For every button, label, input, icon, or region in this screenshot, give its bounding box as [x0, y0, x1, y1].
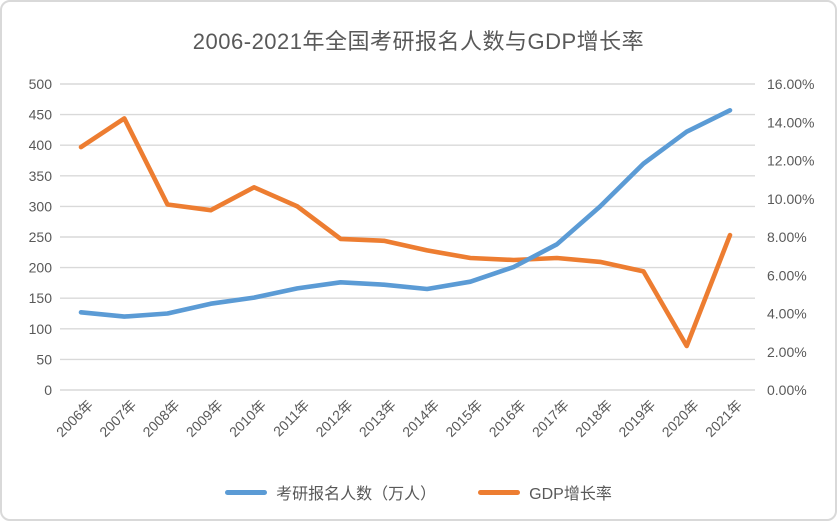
left-axis-tick-label: 300	[29, 198, 53, 214]
right-axis-tick-label: 10.00%	[767, 191, 814, 207]
left-axis-tick-label: 400	[29, 137, 53, 153]
x-axis-tick-label: 2013年	[356, 397, 399, 440]
left-axis-tick-label: 500	[29, 76, 53, 92]
x-axis-tick-label: 2012年	[312, 397, 355, 440]
series-line-gdp	[78, 116, 733, 349]
legend-item-registrations: 考研报名人数（万人）	[225, 480, 436, 504]
x-axis-tick-label: 2007年	[96, 397, 139, 440]
left-axis-tick-label: 450	[29, 107, 53, 123]
right-axis-tick-label: 2.00%	[767, 344, 807, 360]
legend-label-registrations: 考研报名人数（万人）	[276, 486, 437, 503]
legend-label-gdp: GDP增长率	[529, 486, 612, 503]
left-axis-tick-label: 0	[44, 382, 52, 398]
series-line-registrations	[78, 108, 733, 319]
left-axis-tick-label: 50	[36, 351, 52, 367]
x-axis-tick-label: 2020年	[659, 397, 702, 440]
x-axis-tick-label: 2010年	[226, 397, 269, 440]
blue-series-line-icon	[225, 489, 268, 495]
x-axis-tick-label: 2017年	[529, 397, 572, 440]
x-axis-tick-label: 2015年	[442, 397, 485, 440]
chart-title: 2006-2021年全国考研报名人数与GDP增长率	[192, 29, 645, 54]
right-axis-tick-label: 8.00%	[767, 229, 807, 245]
right-axis-tick-label: 14.00%	[767, 114, 814, 130]
legend-item-gdp: GDP增长率	[478, 480, 612, 504]
right-axis-tick-label: 16.00%	[767, 76, 814, 92]
left-axis-tick-label: 200	[29, 260, 53, 276]
x-axis-tick-label: 2014年	[399, 397, 442, 440]
right-axis-tick-label: 4.00%	[767, 306, 807, 322]
x-axis-tick-label: 2016年	[486, 397, 529, 440]
left-axis-tick-label: 150	[29, 290, 53, 306]
x-axis-tick-label: 2009年	[183, 397, 226, 440]
x-axis-tick-label: 2021年	[702, 397, 745, 440]
left-axis-tick-label: 100	[29, 321, 53, 337]
right-axis-tick-label: 12.00%	[767, 153, 814, 169]
orange-series-line-icon	[478, 489, 521, 495]
x-axis-tick-label: 2008年	[139, 397, 182, 440]
legend: 考研报名人数（万人） GDP增长率	[2, 480, 835, 504]
x-axis-tick-label: 2011年	[270, 397, 313, 440]
right-axis-tick-label: 6.00%	[767, 267, 807, 283]
left-axis-tick-label: 250	[29, 229, 53, 245]
right-axis-tick-label: 0.00%	[767, 382, 807, 398]
left-axis-tick-label: 350	[29, 168, 53, 184]
x-axis-tick-label: 2019年	[615, 397, 658, 440]
x-axis-tick-label: 2006年	[53, 397, 96, 440]
x-axis-tick-label: 2018年	[572, 397, 615, 440]
